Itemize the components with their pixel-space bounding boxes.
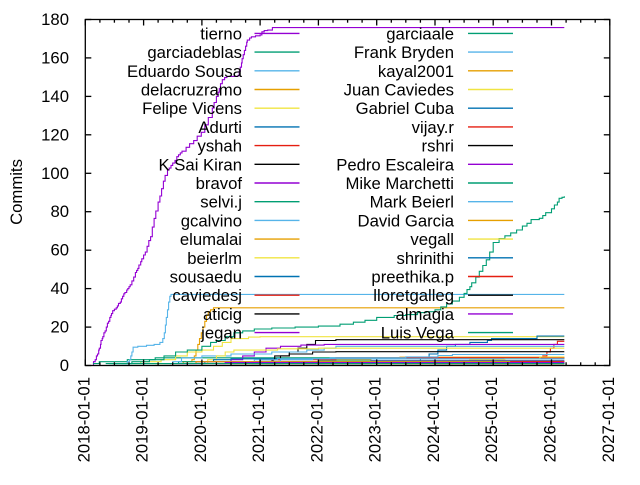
svg-text:80: 80 (50, 202, 69, 221)
svg-text:Eduardo Sousa: Eduardo Sousa (127, 62, 243, 81)
svg-text:2025-01-01: 2025-01-01 (482, 377, 501, 462)
svg-text:gcalvino: gcalvino (181, 211, 242, 230)
svg-text:20: 20 (50, 318, 69, 337)
svg-text:2023-01-01: 2023-01-01 (366, 377, 385, 462)
svg-text:garciadeblas: garciadeblas (147, 43, 242, 62)
svg-text:140: 140 (41, 87, 69, 106)
svg-text:0: 0 (60, 356, 69, 375)
svg-text:jegan: jegan (200, 324, 242, 343)
svg-text:beierlm: beierlm (187, 249, 242, 268)
svg-text:lloretgalleg: lloretgalleg (373, 286, 454, 305)
svg-text:2019-01-01: 2019-01-01 (133, 377, 152, 462)
svg-text:vijay.r: vijay.r (412, 118, 455, 137)
svg-text:selvi.j: selvi.j (200, 193, 242, 212)
svg-text:Luis Vega: Luis Vega (381, 324, 455, 343)
svg-text:shrinithi: shrinithi (396, 249, 454, 268)
svg-text:elumalai: elumalai (180, 230, 242, 249)
svg-text:caviedesj: caviedesj (172, 286, 242, 305)
svg-text:rshri: rshri (422, 137, 454, 156)
svg-text:2018-01-01: 2018-01-01 (74, 377, 93, 462)
svg-text:160: 160 (41, 48, 69, 67)
svg-text:120: 120 (41, 125, 69, 144)
svg-text:Adurti: Adurti (198, 118, 242, 137)
svg-text:40: 40 (50, 279, 69, 298)
svg-text:Frank Bryden: Frank Bryden (354, 43, 454, 62)
svg-text:2022-01-01: 2022-01-01 (307, 377, 326, 462)
svg-text:Felipe Vicens: Felipe Vicens (142, 99, 242, 118)
svg-text:2027-01-01: 2027-01-01 (599, 377, 618, 462)
svg-text:Mark Beierl: Mark Beierl (370, 193, 454, 212)
svg-text:sousaedu: sousaedu (170, 268, 242, 287)
svg-text:kayal2001: kayal2001 (378, 62, 454, 81)
svg-text:delacruzramo: delacruzramo (141, 81, 242, 100)
svg-text:bravof: bravof (196, 174, 243, 193)
svg-text:yshah: yshah (197, 137, 242, 156)
svg-text:180: 180 (41, 10, 69, 29)
svg-text:Commits: Commits (7, 159, 26, 225)
svg-text:2020-01-01: 2020-01-01 (191, 377, 210, 462)
svg-text:Mike Marchetti: Mike Marchetti (346, 174, 455, 193)
svg-text:Juan Caviedes: Juan Caviedes (344, 81, 454, 100)
svg-text:100: 100 (41, 164, 69, 183)
svg-text:2024-01-01: 2024-01-01 (424, 377, 443, 462)
svg-text:almagia: almagia (396, 305, 455, 324)
svg-text:aticig: aticig (203, 305, 242, 324)
svg-text:2021-01-01: 2021-01-01 (249, 377, 268, 462)
svg-text:60: 60 (50, 241, 69, 260)
svg-text:preethika.p: preethika.p (371, 268, 454, 287)
svg-text:garciaale: garciaale (386, 24, 454, 43)
svg-text:Gabriel Cuba: Gabriel Cuba (356, 99, 455, 118)
svg-text:Pedro Escaleira: Pedro Escaleira (336, 155, 455, 174)
svg-text:K Sai Kiran: K Sai Kiran (159, 155, 242, 174)
svg-text:David Garcia: David Garcia (358, 211, 455, 230)
svg-text:vegall: vegall (410, 230, 454, 249)
svg-text:tierno: tierno (200, 24, 242, 43)
svg-text:2026-01-01: 2026-01-01 (541, 377, 560, 462)
